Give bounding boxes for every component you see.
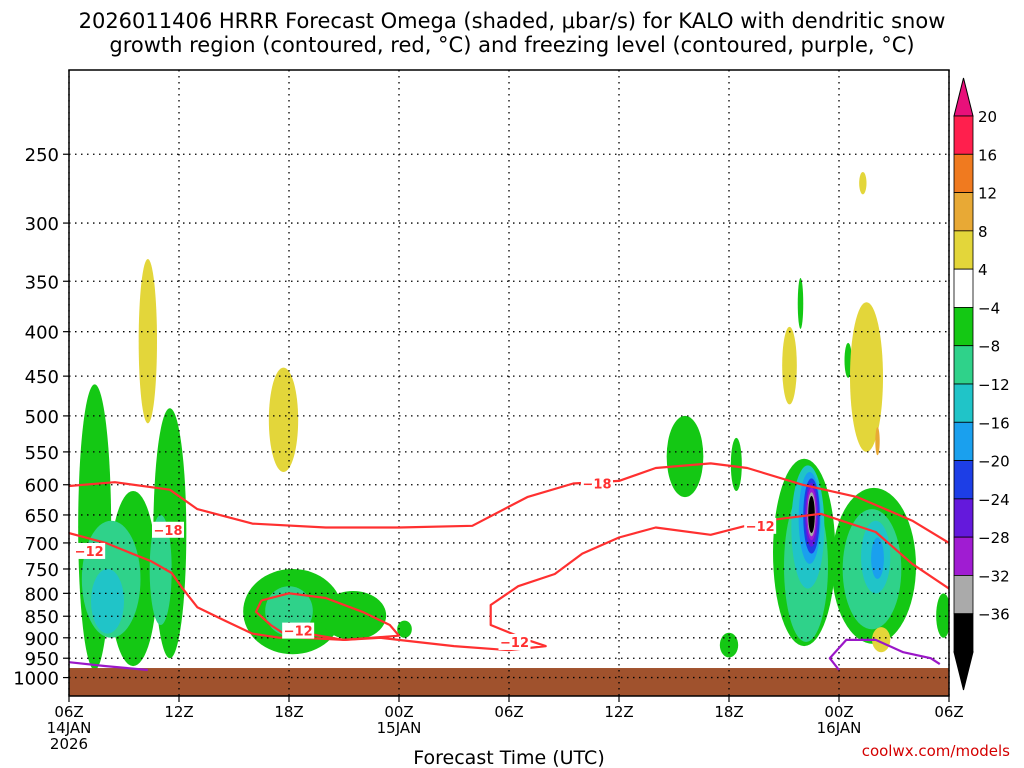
contour-freezing-level-2 <box>828 638 941 671</box>
y-tick-label: 250 <box>25 145 59 166</box>
x-tick-label: 14JAN <box>47 719 92 737</box>
colorbar-label: −20 <box>978 453 1010 471</box>
y-tick-label: 950 <box>25 649 59 670</box>
colorbar-label: 12 <box>978 185 997 203</box>
chart-title-line-1: 2026011406 HRRR Forecast Omega (shaded, … <box>78 9 946 33</box>
x-tick-label: 2026 <box>50 735 88 753</box>
contour-label: −12 <box>500 636 529 651</box>
colorbar-segment <box>953 383 974 423</box>
contour-label: −18 <box>154 524 183 539</box>
chart-title-line-2: growth region (contoured, red, °C) and f… <box>109 33 915 57</box>
colorbar-label: 4 <box>978 261 988 279</box>
omega-shade--4 <box>320 590 387 640</box>
omega-shade--4 <box>719 632 739 658</box>
y-tick-label: 750 <box>25 560 59 581</box>
colorbar-segment <box>953 536 974 576</box>
colorbar-label: −16 <box>978 414 1010 432</box>
x-tick-label: 16JAN <box>817 719 862 737</box>
omega-shade--4 <box>397 620 412 638</box>
colorbar-segment <box>953 230 974 270</box>
colorbar-label: −12 <box>978 376 1010 394</box>
omega-shade--4 <box>730 437 742 491</box>
omega-shade-4 <box>850 302 883 452</box>
contour-label: −18 <box>583 477 612 492</box>
watermark: coolwx.com/models <box>861 742 1010 760</box>
colorbar-label: −24 <box>978 491 1010 509</box>
omega-shade-8 <box>875 427 880 456</box>
colorbar-segment <box>953 575 974 615</box>
contour--12C-loop <box>254 592 401 641</box>
colorbar-label: −8 <box>978 338 1000 356</box>
x-tick-label: 00Z <box>384 703 413 721</box>
contour-label: −12 <box>284 625 313 640</box>
colorbar-label: 20 <box>978 108 997 126</box>
omega-shade-4 <box>859 171 867 195</box>
contour-label-bg <box>581 475 613 492</box>
y-tick-label: 500 <box>25 407 59 428</box>
omega-shade--4 <box>936 593 949 638</box>
y-tick-label: 400 <box>25 323 59 344</box>
x-tick-label: 12Z <box>604 703 633 721</box>
y-tick-label: 450 <box>25 367 59 388</box>
omega-shade--4 <box>666 415 704 498</box>
contour-label-bg <box>73 542 106 559</box>
y-tick-label: 1000 <box>13 669 59 690</box>
contour-label: −12 <box>746 520 775 535</box>
contour-label-bg <box>152 521 184 538</box>
omega-shade-4 <box>138 259 157 424</box>
colorbar-segment <box>953 613 974 653</box>
omega-shade--4 <box>844 342 852 378</box>
colorbar-top-arrow <box>953 77 974 117</box>
y-tick-label: 300 <box>25 214 59 235</box>
omega-shade-4 <box>268 367 299 472</box>
colorbar-segment <box>953 307 974 347</box>
x-tick-label: 06Z <box>934 703 963 721</box>
x-tick-label: 18Z <box>274 703 303 721</box>
x-tick-label: 00Z <box>824 703 853 721</box>
colorbar-segment <box>953 192 974 232</box>
x-tick-label: 06Z <box>54 703 83 721</box>
y-tick-label: 800 <box>25 584 59 605</box>
colorbar-segment <box>953 115 974 155</box>
colorbar-segment <box>953 498 974 538</box>
contour--18C <box>69 462 949 544</box>
colorbar-label: 8 <box>978 223 988 241</box>
omega-shade--16 <box>871 537 884 579</box>
y-tick-label: 650 <box>25 506 59 527</box>
colorbar-bottom-arrow <box>953 651 974 691</box>
y-tick-label: 600 <box>25 476 59 497</box>
contour-label-bg <box>282 622 315 639</box>
colorbar-segment <box>953 268 974 308</box>
colorbar-label: −28 <box>978 529 1010 547</box>
x-tick-label: 15JAN <box>377 719 422 737</box>
x-tick-label: 06Z <box>494 703 523 721</box>
colorbar-label: −36 <box>978 606 1010 624</box>
contour-label-bg <box>744 517 777 534</box>
x-tick-label: 12Z <box>164 703 193 721</box>
omega-shade--12 <box>91 568 124 634</box>
colorbar-segment <box>953 421 974 461</box>
omega-shade--4 <box>797 278 804 329</box>
colorbar-label: 16 <box>978 146 997 164</box>
y-tick-label: 350 <box>25 272 59 293</box>
colorbar-label: −4 <box>978 299 1000 317</box>
colorbar-label: −32 <box>978 567 1010 585</box>
colorbar-segment <box>953 460 974 500</box>
contour-label: −12 <box>75 545 104 560</box>
contour-label-bg <box>498 633 531 650</box>
colorbar-segment <box>953 345 974 385</box>
colorbar-segment <box>953 153 974 193</box>
y-tick-label: 850 <box>25 607 59 628</box>
y-tick-label: 700 <box>25 534 59 555</box>
x-tick-label: 18Z <box>714 703 743 721</box>
y-tick-label: 550 <box>25 443 59 464</box>
omega-shade-4 <box>872 627 891 653</box>
x-axis-label: Forecast Time (UTC) <box>413 747 604 768</box>
omega-shade-4 <box>782 326 797 405</box>
y-tick-label: 900 <box>25 629 59 650</box>
contour-freezing-level-1 <box>69 661 148 672</box>
